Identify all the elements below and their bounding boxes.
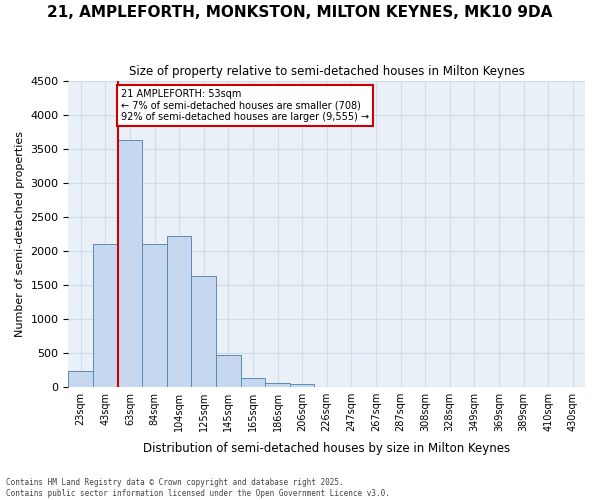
Bar	[118, 140, 142, 386]
Bar	[167, 236, 191, 386]
Bar	[216, 354, 241, 386]
Title: Size of property relative to semi-detached houses in Milton Keynes: Size of property relative to semi-detach…	[129, 65, 524, 78]
Bar	[241, 378, 265, 386]
Bar	[191, 276, 216, 386]
Text: Contains HM Land Registry data © Crown copyright and database right 2025.
Contai: Contains HM Land Registry data © Crown c…	[6, 478, 390, 498]
Bar	[265, 382, 290, 386]
Y-axis label: Number of semi-detached properties: Number of semi-detached properties	[15, 130, 25, 336]
Text: 21 AMPLEFORTH: 53sqm
← 7% of semi-detached houses are smaller (708)
92% of semi-: 21 AMPLEFORTH: 53sqm ← 7% of semi-detach…	[121, 88, 370, 122]
X-axis label: Distribution of semi-detached houses by size in Milton Keynes: Distribution of semi-detached houses by …	[143, 442, 510, 455]
Bar	[142, 244, 167, 386]
Text: 21, AMPLEFORTH, MONKSTON, MILTON KEYNES, MK10 9DA: 21, AMPLEFORTH, MONKSTON, MILTON KEYNES,…	[47, 5, 553, 20]
Bar	[290, 384, 314, 386]
Bar	[93, 244, 118, 386]
Bar	[68, 371, 93, 386]
